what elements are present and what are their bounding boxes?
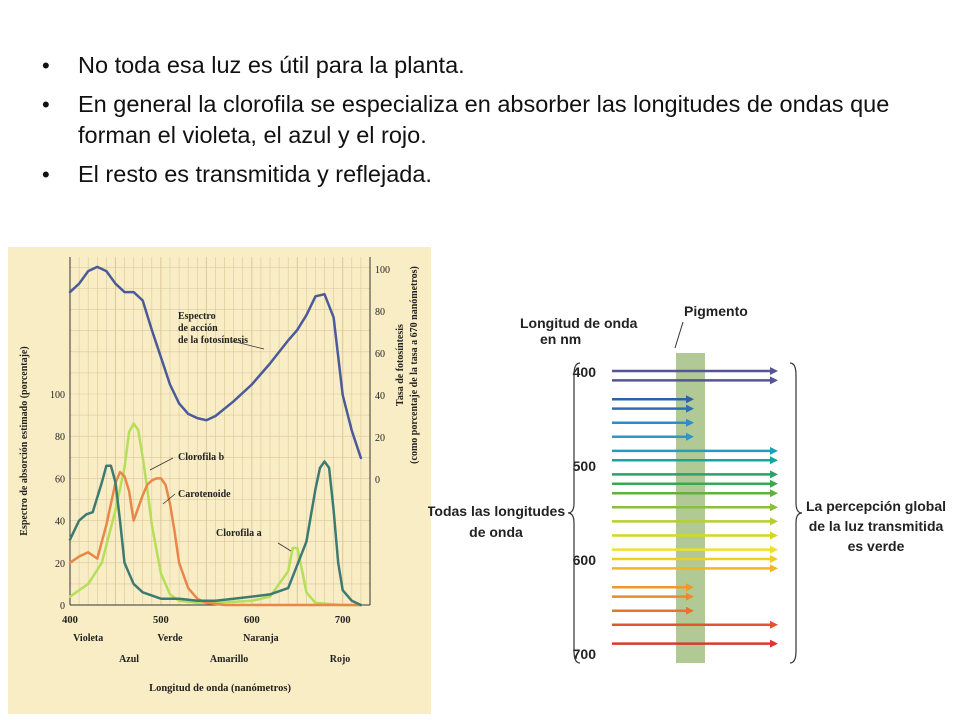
color-band-label: Naranja	[243, 633, 279, 644]
arrow-head	[770, 503, 778, 512]
series-label: Clorofila a	[216, 528, 262, 539]
x-tick-label: 500	[153, 615, 169, 626]
bullet-item: • No toda esa luz es útil para la planta.	[40, 50, 940, 81]
y-tick-label: 100	[50, 390, 65, 401]
right-brace	[789, 362, 803, 664]
y2-tick-label: 100	[375, 265, 390, 276]
y-tick-label: 20	[55, 559, 65, 570]
bullet-dot: •	[42, 92, 50, 117]
x-axis-label: Longitud de onda (nanómetros)	[149, 683, 291, 694]
brace-left-label: Todas las longitudes	[428, 503, 565, 519]
bullet-dot: •	[42, 53, 50, 78]
color-band-label: Violeta	[73, 633, 103, 644]
bullet-item: • En general la clorofila se especializa …	[40, 89, 940, 151]
series-label: Carotenoide	[178, 489, 231, 500]
y-tick-label: 80	[55, 432, 65, 443]
color-band-label: Rojo	[330, 654, 351, 665]
wavelength-tick-label: 600	[573, 552, 597, 568]
arrow-head	[770, 456, 778, 465]
arrow-head	[770, 555, 778, 563]
arrow-head	[686, 418, 694, 427]
series-label: Espectro	[178, 311, 216, 322]
y-tick-label: 40	[55, 517, 65, 528]
arrow-head	[770, 639, 778, 648]
series-label-leader	[277, 542, 292, 552]
series-line	[68, 470, 363, 607]
brace-right-label: de la luz transmitida	[809, 518, 944, 534]
series-label-leader	[162, 493, 176, 505]
y2-tick-label: 60	[375, 349, 385, 360]
y2-tick-label: 20	[375, 433, 385, 444]
y-tick-label: 0	[60, 601, 65, 612]
arrow-head	[686, 432, 694, 441]
series-line	[68, 265, 363, 460]
arrow-head	[686, 395, 694, 404]
bullet-list: • No toda esa luz es útil para la planta.…	[40, 50, 940, 198]
bullet-dot: •	[42, 162, 50, 187]
pigment-pointer	[674, 321, 684, 349]
wavelength-tick-label: 500	[573, 458, 597, 474]
arrow-head	[770, 479, 778, 488]
arrow-head	[686, 592, 694, 601]
brace-left-label: de onda	[469, 524, 523, 540]
bullet-text: En general la clorofila se especializa e…	[78, 91, 890, 148]
series-label-leader	[231, 340, 265, 350]
arrow-head	[770, 545, 778, 554]
chart-text: 0 20 40 60 80 100 0 20 40 60 80 100 400 500 600 700 Viol…	[19, 265, 420, 694]
arrow-head	[770, 564, 778, 573]
chart-background	[8, 247, 431, 714]
y2-tick-label: 40	[375, 391, 385, 402]
series-label-leader	[149, 457, 174, 471]
absorption-spectrum-chart: 0 20 40 60 80 100 0 20 40 60 80 100 400 500 600 700 Viol…	[8, 247, 431, 714]
left-brace	[567, 362, 581, 664]
series-label: de acción	[178, 323, 218, 334]
arrow-head	[770, 376, 778, 385]
wavelength-axis-label: Longitud de onda	[520, 315, 638, 331]
bullet-text: No toda esa luz es útil para la planta.	[78, 52, 465, 78]
pigment-title: Pigmento	[684, 303, 748, 319]
arrow-head	[686, 606, 694, 615]
color-band-label: Verde	[157, 633, 183, 644]
series-label: de la fotosíntesis	[178, 335, 248, 346]
brace-right-label: es verde	[848, 538, 905, 554]
chart-grid	[69, 257, 370, 606]
color-band-label: Azul	[119, 654, 139, 665]
wavelength-axis-label: en nm	[540, 331, 581, 347]
arrow-head	[770, 531, 778, 540]
arrow-head	[686, 583, 694, 592]
chart-series	[68, 265, 363, 607]
y2-tick-label: 0	[375, 475, 380, 486]
brace-right-label: La percepción global	[806, 498, 946, 514]
arrow-head	[770, 489, 778, 498]
y-axis-label: Espectro de absorción estimado (porcenta…	[19, 346, 30, 535]
color-band-label: Amarillo	[210, 654, 248, 665]
x-tick-label: 400	[62, 615, 78, 626]
x-tick-label: 600	[244, 615, 260, 626]
arrow-head	[770, 620, 778, 629]
series-line	[68, 460, 363, 607]
arrow-head	[686, 404, 694, 413]
series-label: Clorofila b	[178, 452, 225, 463]
wavelength-tick-label: 700	[573, 646, 597, 662]
y2-axis-label: Tasa de fotosíntesis	[395, 324, 406, 406]
arrow-head	[770, 446, 778, 455]
y2-axis-label: (como porcentaje de la tasa a 670 nanóme…	[409, 266, 420, 464]
bullet-item: • El resto es transmitida y reflejada.	[40, 159, 940, 190]
bullet-text: El resto es transmitida y reflejada.	[78, 161, 432, 187]
arrow-head	[770, 517, 778, 526]
y2-tick-label: 80	[375, 307, 385, 318]
wavelength-tick-label: 400	[573, 364, 597, 380]
x-tick-label: 700	[335, 615, 351, 626]
y-tick-label: 60	[55, 474, 65, 485]
arrow-head	[770, 470, 778, 479]
arrow-head	[770, 367, 778, 375]
